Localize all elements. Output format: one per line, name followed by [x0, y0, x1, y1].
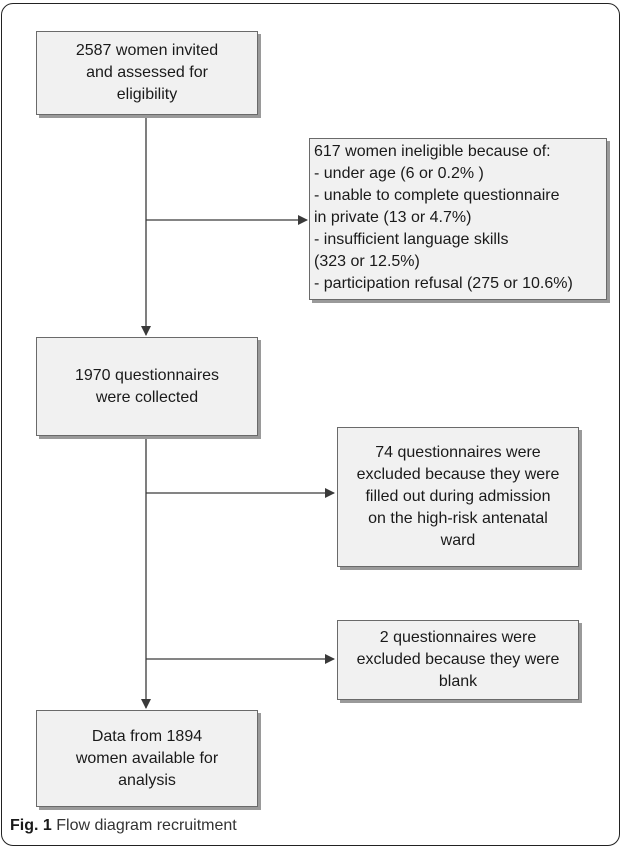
box-collected: 1970 questionnaires were collected — [36, 337, 258, 436]
figure-caption-text: Flow diagram recruitment — [56, 817, 237, 834]
box-excluded-ward-text: 74 questionnaires were excluded because … — [356, 444, 560, 549]
box-excluded-blank-text: 2 questionnaires were excluded because t… — [356, 629, 560, 690]
box-invited: 2587 women invited and assessed for elig… — [36, 31, 258, 115]
box-invited-text: 2587 women invited and assessed for elig… — [75, 42, 219, 103]
figure-caption: Fig. 1 Flow diagram recruitment — [10, 817, 237, 835]
box-excluded-ward: 74 questionnaires were excluded because … — [337, 427, 579, 567]
box-analysis: Data from 1894 women available for analy… — [36, 710, 258, 807]
box-excluded-blank: 2 questionnaires were excluded because t… — [337, 620, 579, 700]
box-ineligible-text: 617 women ineligible because of: - under… — [314, 143, 573, 292]
box-ineligible: 617 women ineligible because of: - under… — [309, 138, 607, 300]
box-analysis-text: Data from 1894 women available for analy… — [75, 727, 219, 789]
box-collected-text: 1970 questionnaires were collected — [74, 366, 220, 406]
figure-caption-label: Fig. 1 — [10, 817, 52, 834]
